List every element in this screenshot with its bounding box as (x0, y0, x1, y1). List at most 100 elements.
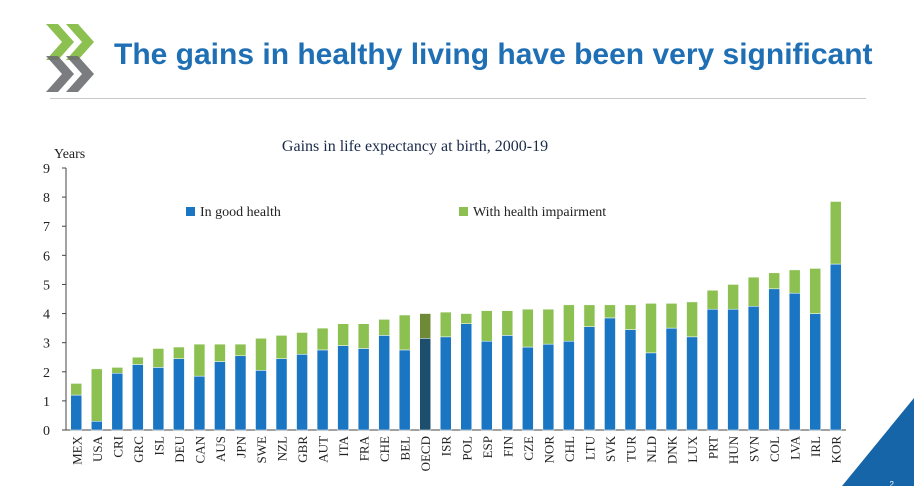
bar-good-health-swe (255, 370, 267, 431)
legend-swatch-impairment (459, 207, 468, 216)
bar-impairment-lux (686, 301, 698, 338)
x-tick-label-chl: CHL (562, 436, 577, 462)
bar-good-health-lux (686, 336, 698, 431)
bar-good-health-isr (439, 336, 452, 431)
x-tick-label-dnk: DNK (665, 435, 680, 464)
y-tick-label: 7 (43, 220, 50, 235)
y-tick-label: 6 (43, 249, 50, 264)
x-tick-label-mex: MEX (69, 435, 84, 465)
x-tick-label-usa: USA (90, 435, 105, 462)
x-tick-label-svn: SVN (747, 435, 762, 462)
x-tick-label-ita: ITA (336, 435, 351, 456)
bar-good-health-oecd (419, 338, 431, 431)
bar-impairment-isr (439, 311, 452, 338)
x-tick-label-esp: ESP (480, 436, 495, 458)
bar-impairment-col (768, 272, 780, 290)
bar-good-health-irl (809, 313, 821, 431)
x-tick-label-nld: NLD (644, 436, 659, 463)
bar-impairment-grc (132, 356, 144, 365)
x-tick-label-fin: FIN (500, 435, 515, 457)
bar-impairment-hun (727, 284, 739, 310)
bar-impairment-cri (111, 367, 124, 374)
bar-good-health-grc (132, 364, 144, 431)
bar-good-health-nor (542, 343, 555, 431)
legend-label-impairment: With health impairment (473, 205, 606, 220)
oecd-chevron-logo (44, 20, 106, 99)
bar-impairment-chl (563, 304, 575, 342)
x-tick-label-tur: TUR (623, 436, 638, 462)
chart-title: Gains in life expectancy at birth, 2000-… (282, 138, 548, 155)
y-axis-label: Years (54, 147, 85, 162)
y-tick-label: 1 (43, 395, 50, 410)
bar-impairment-usa (91, 368, 103, 422)
bar-good-health-can (193, 375, 206, 431)
bar-impairment-dnk (665, 303, 678, 329)
bar-good-health-mex (70, 394, 83, 431)
bar-impairment-nzl (275, 335, 288, 359)
x-tick-label-aus: AUS (213, 436, 228, 462)
bar-impairment-fin (501, 310, 514, 336)
bar-good-health-bel (398, 349, 411, 431)
x-tick-label-svk: SVK (603, 435, 618, 462)
x-tick-label-ltu: LTU (582, 435, 597, 460)
x-tick-label-jpn: JPN (233, 435, 248, 457)
bar-impairment-aut (316, 327, 329, 351)
x-tick-label-gbr: GBR (295, 436, 310, 463)
bar-impairment-mex (70, 383, 83, 396)
bar-impairment-bel (398, 314, 411, 351)
logo-chevron-green-2 (66, 24, 94, 60)
x-tick-label-lux: LUX (685, 435, 700, 462)
bar-good-health-fin (501, 335, 514, 431)
bar-impairment-aus (214, 343, 226, 362)
bar-good-health-svn (747, 306, 760, 431)
bar-impairment-jpn (234, 343, 247, 357)
bar-impairment-svk (604, 304, 616, 319)
x-tick-label-bel: BEL (398, 436, 413, 461)
x-tick-label-cri: CRI (110, 436, 125, 458)
bar-good-health-chl (563, 340, 575, 431)
x-tick-label-deu: DEU (172, 435, 187, 462)
y-tick-label: 9 (43, 162, 50, 177)
bar-impairment-kor (829, 201, 842, 265)
x-tick-label-oecd: OECD (418, 436, 433, 471)
logo-chevron-gray-1 (46, 56, 74, 92)
x-tick-label-can: CAN (192, 435, 207, 463)
y-tick-label: 0 (43, 424, 50, 439)
bar-good-health-nzl (275, 358, 288, 431)
bar-good-health-aut (316, 349, 329, 431)
bar-impairment-pol (460, 313, 473, 324)
x-tick-label-che: CHE (377, 436, 392, 462)
x-tick-label-hun: HUN (726, 435, 741, 464)
bar-good-health-fra (357, 348, 370, 431)
legend-swatch-good-health (186, 207, 195, 216)
bar-good-health-tur (624, 329, 637, 431)
bar-good-health-dnk (665, 327, 678, 431)
x-tick-label-prt: PRT (706, 436, 721, 459)
bar-impairment-fra (357, 323, 370, 349)
bar-good-health-kor (829, 263, 842, 431)
bar-impairment-oecd (419, 313, 431, 339)
bar-good-health-hun (727, 308, 739, 431)
bar-impairment-ita (337, 323, 349, 346)
bar-good-health-svk (604, 317, 616, 431)
bar-good-health-aus (214, 361, 226, 431)
bar-good-health-pol (460, 323, 473, 431)
y-tick-label: 8 (43, 191, 50, 206)
corner-triangle-decoration (842, 398, 914, 491)
x-tick-label-swe: SWE (254, 436, 269, 464)
bar-impairment-prt (706, 290, 719, 310)
bar-impairment-tur (624, 304, 637, 330)
x-tick-label-fra: FRA (357, 435, 372, 461)
bar-good-health-jpn (234, 355, 247, 431)
bar-good-health-cri (111, 372, 124, 431)
bar-impairment-gbr (296, 332, 308, 355)
bar-good-health-ita (337, 345, 349, 431)
bar-good-health-che (378, 335, 390, 431)
bar-impairment-cze (522, 308, 534, 348)
bar-impairment-ltu (583, 304, 596, 327)
y-tick-label: 3 (43, 337, 50, 352)
y-tick-label: 5 (43, 278, 50, 293)
bar-impairment-nld (645, 303, 657, 354)
bar-impairment-can (193, 343, 206, 377)
x-tick-label-pol: POL (459, 436, 474, 461)
